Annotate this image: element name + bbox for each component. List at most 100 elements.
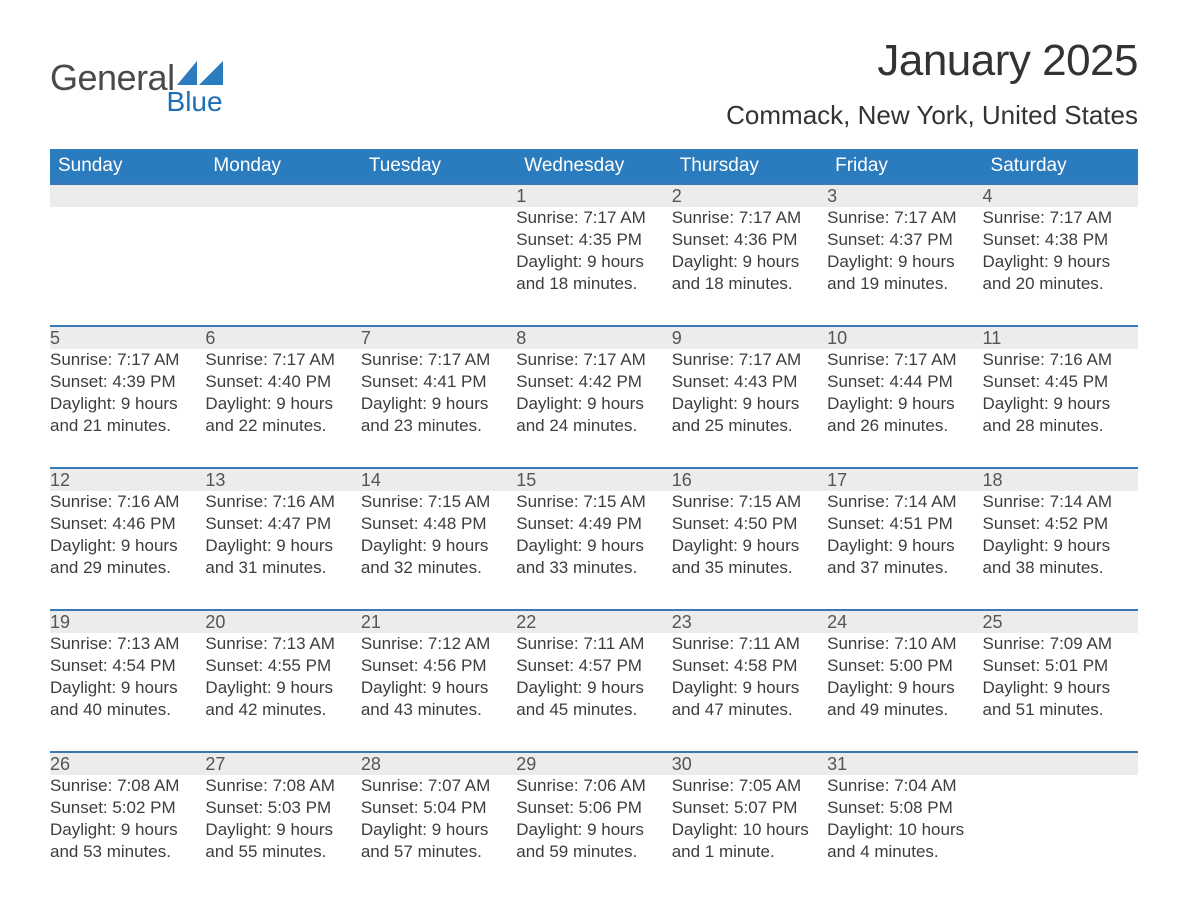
sunrise-text: Sunrise: 7:04 AM — [827, 775, 982, 797]
day-body-cell: Sunrise: 7:17 AMSunset: 4:41 PMDaylight:… — [361, 349, 516, 468]
day-body-cell: Sunrise: 7:08 AMSunset: 5:03 PMDaylight:… — [205, 775, 360, 893]
weekday-header: Sunday — [50, 149, 205, 184]
daylight-text-1: Daylight: 9 hours — [672, 251, 827, 273]
sunrise-text: Sunrise: 7:15 AM — [361, 491, 516, 513]
day-body-cell: Sunrise: 7:17 AMSunset: 4:36 PMDaylight:… — [672, 207, 827, 326]
sunrise-text: Sunrise: 7:16 AM — [983, 349, 1138, 371]
daylight-text-2: and 42 minutes. — [205, 699, 360, 721]
daylight-text-2: and 51 minutes. — [983, 699, 1138, 721]
sunrise-text: Sunrise: 7:17 AM — [672, 349, 827, 371]
day-body-cell: Sunrise: 7:12 AMSunset: 4:56 PMDaylight:… — [361, 633, 516, 752]
sunset-text: Sunset: 4:49 PM — [516, 513, 671, 535]
daylight-text-1: Daylight: 9 hours — [516, 819, 671, 841]
daylight-text-1: Daylight: 9 hours — [983, 251, 1138, 273]
day-body-cell: Sunrise: 7:15 AMSunset: 4:50 PMDaylight:… — [672, 491, 827, 610]
daylight-text-2: and 47 minutes. — [672, 699, 827, 721]
sunrise-text: Sunrise: 7:07 AM — [361, 775, 516, 797]
sunset-text: Sunset: 4:56 PM — [361, 655, 516, 677]
daylight-text-2: and 19 minutes. — [827, 273, 982, 295]
day-body-cell — [50, 207, 205, 326]
logo-sail-icon — [177, 61, 225, 85]
sunrise-text: Sunrise: 7:16 AM — [50, 491, 205, 513]
day-number-cell: 19 — [50, 610, 205, 633]
weekday-header: Saturday — [983, 149, 1138, 184]
sunrise-text: Sunrise: 7:13 AM — [205, 633, 360, 655]
day-body-cell: Sunrise: 7:14 AMSunset: 4:52 PMDaylight:… — [983, 491, 1138, 610]
day-body-cell: Sunrise: 7:17 AMSunset: 4:37 PMDaylight:… — [827, 207, 982, 326]
daylight-text-2: and 18 minutes. — [516, 273, 671, 295]
daylight-text-2: and 55 minutes. — [205, 841, 360, 863]
calendar-table: SundayMondayTuesdayWednesdayThursdayFrid… — [50, 149, 1138, 893]
week-daynum-row: 19202122232425 — [50, 610, 1138, 633]
week-daynum-row: 567891011 — [50, 326, 1138, 349]
day-body-cell: Sunrise: 7:17 AMSunset: 4:40 PMDaylight:… — [205, 349, 360, 468]
sunset-text: Sunset: 5:01 PM — [983, 655, 1138, 677]
day-number-cell: 28 — [361, 752, 516, 775]
sunset-text: Sunset: 5:06 PM — [516, 797, 671, 819]
sunrise-text: Sunrise: 7:15 AM — [672, 491, 827, 513]
sunset-text: Sunset: 4:43 PM — [672, 371, 827, 393]
sunset-text: Sunset: 4:48 PM — [361, 513, 516, 535]
sunset-text: Sunset: 5:08 PM — [827, 797, 982, 819]
sunrise-text: Sunrise: 7:09 AM — [983, 633, 1138, 655]
sunset-text: Sunset: 5:02 PM — [50, 797, 205, 819]
daylight-text-1: Daylight: 9 hours — [361, 819, 516, 841]
day-number-cell — [361, 184, 516, 207]
daylight-text-2: and 20 minutes. — [983, 273, 1138, 295]
header: General Blue January 2025 Commack, New Y… — [50, 36, 1138, 131]
daylight-text-1: Daylight: 9 hours — [361, 677, 516, 699]
sunrise-text: Sunrise: 7:08 AM — [50, 775, 205, 797]
logo-text-sub: Blue — [167, 86, 223, 118]
daylight-text-2: and 32 minutes. — [361, 557, 516, 579]
week-body-row: Sunrise: 7:16 AMSunset: 4:46 PMDaylight:… — [50, 491, 1138, 610]
day-body-cell: Sunrise: 7:11 AMSunset: 4:57 PMDaylight:… — [516, 633, 671, 752]
sunset-text: Sunset: 4:57 PM — [516, 655, 671, 677]
sunrise-text: Sunrise: 7:17 AM — [50, 349, 205, 371]
day-number-cell: 23 — [672, 610, 827, 633]
sunset-text: Sunset: 4:44 PM — [827, 371, 982, 393]
daylight-text-2: and 28 minutes. — [983, 415, 1138, 437]
day-number-cell: 5 — [50, 326, 205, 349]
daylight-text-2: and 23 minutes. — [361, 415, 516, 437]
day-body-cell: Sunrise: 7:17 AMSunset: 4:38 PMDaylight:… — [983, 207, 1138, 326]
sunset-text: Sunset: 4:55 PM — [205, 655, 360, 677]
day-number-cell: 26 — [50, 752, 205, 775]
calendar-body: 1234Sunrise: 7:17 AMSunset: 4:35 PMDayli… — [50, 184, 1138, 893]
day-number-cell: 14 — [361, 468, 516, 491]
sunrise-text: Sunrise: 7:17 AM — [361, 349, 516, 371]
day-number-cell: 10 — [827, 326, 982, 349]
sunset-text: Sunset: 4:42 PM — [516, 371, 671, 393]
daylight-text-1: Daylight: 9 hours — [361, 535, 516, 557]
sunrise-text: Sunrise: 7:12 AM — [361, 633, 516, 655]
day-number-cell: 3 — [827, 184, 982, 207]
daylight-text-2: and 21 minutes. — [50, 415, 205, 437]
day-body-cell: Sunrise: 7:17 AMSunset: 4:35 PMDaylight:… — [516, 207, 671, 326]
day-body-cell: Sunrise: 7:17 AMSunset: 4:42 PMDaylight:… — [516, 349, 671, 468]
sunrise-text: Sunrise: 7:11 AM — [516, 633, 671, 655]
day-number-cell: 25 — [983, 610, 1138, 633]
sunset-text: Sunset: 4:37 PM — [827, 229, 982, 251]
sunrise-text: Sunrise: 7:08 AM — [205, 775, 360, 797]
day-number-cell — [50, 184, 205, 207]
day-number-cell: 30 — [672, 752, 827, 775]
sunset-text: Sunset: 4:45 PM — [983, 371, 1138, 393]
daylight-text-2: and 33 minutes. — [516, 557, 671, 579]
daylight-text-2: and 22 minutes. — [205, 415, 360, 437]
day-body-cell — [983, 775, 1138, 893]
sunrise-text: Sunrise: 7:17 AM — [672, 207, 827, 229]
daylight-text-2: and 31 minutes. — [205, 557, 360, 579]
sunset-text: Sunset: 4:58 PM — [672, 655, 827, 677]
day-number-cell: 20 — [205, 610, 360, 633]
document-page: General Blue January 2025 Commack, New Y… — [0, 0, 1188, 918]
sunset-text: Sunset: 5:00 PM — [827, 655, 982, 677]
sunrise-text: Sunrise: 7:15 AM — [516, 491, 671, 513]
logo-text-main: General — [50, 57, 175, 99]
sunrise-text: Sunrise: 7:17 AM — [827, 207, 982, 229]
day-body-cell: Sunrise: 7:04 AMSunset: 5:08 PMDaylight:… — [827, 775, 982, 893]
sunrise-text: Sunrise: 7:05 AM — [672, 775, 827, 797]
day-number-cell: 2 — [672, 184, 827, 207]
page-subtitle: Commack, New York, United States — [726, 100, 1138, 131]
day-number-cell: 6 — [205, 326, 360, 349]
day-body-cell: Sunrise: 7:16 AMSunset: 4:47 PMDaylight:… — [205, 491, 360, 610]
daylight-text-1: Daylight: 9 hours — [983, 393, 1138, 415]
